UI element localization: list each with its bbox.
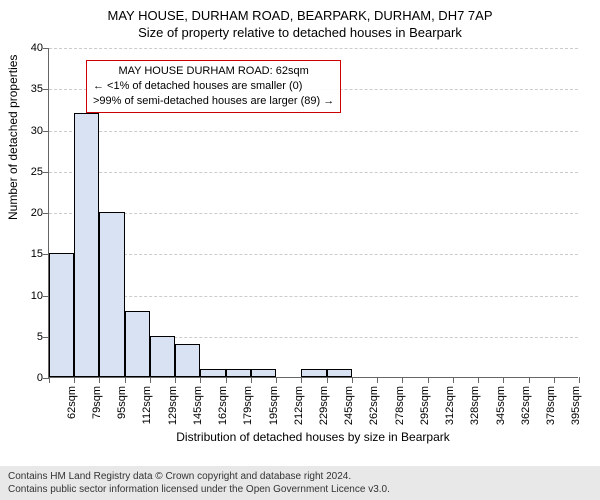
y-tick-label: 0 (19, 372, 43, 384)
x-tick-label: 328sqm (469, 386, 481, 430)
y-tick (43, 131, 49, 132)
histogram-bar (150, 336, 175, 377)
x-tick-label: 262sqm (368, 386, 380, 430)
histogram-bar (175, 344, 200, 377)
x-tick-label: 212sqm (293, 386, 305, 430)
x-tick (554, 377, 555, 383)
x-tick-label: 312sqm (444, 386, 456, 430)
x-tick-label: 179sqm (242, 386, 254, 430)
x-tick (402, 377, 403, 383)
x-tick (579, 377, 580, 383)
footer: Contains HM Land Registry data © Crown c… (0, 466, 600, 500)
chart-wrap: 051015202530354062sqm79sqm95sqm112sqm129… (48, 48, 578, 418)
x-tick-label: 362sqm (520, 386, 532, 430)
y-tick-label: 35 (19, 83, 43, 95)
x-tick (529, 377, 530, 383)
x-tick-label: 278sqm (394, 386, 406, 430)
x-tick (74, 377, 75, 383)
x-tick (301, 377, 302, 383)
x-tick-label: 378sqm (545, 386, 557, 430)
x-tick-label: 112sqm (141, 386, 153, 430)
y-tick (43, 213, 49, 214)
x-tick-label: 62sqm (66, 386, 78, 430)
x-tick (175, 377, 176, 383)
annotation-line-2: ← <1% of detached houses are smaller (0) (93, 79, 334, 94)
y-tick-label: 15 (19, 248, 43, 260)
x-tick (453, 377, 454, 383)
grid-line (49, 254, 578, 255)
x-tick (49, 377, 50, 383)
x-tick-label: 162sqm (217, 386, 229, 430)
x-tick (99, 377, 100, 383)
x-tick (251, 377, 252, 383)
x-tick (478, 377, 479, 383)
chart-container: MAY HOUSE, DURHAM ROAD, BEARPARK, DURHAM… (0, 0, 600, 500)
x-axis-label: Distribution of detached houses by size … (48, 430, 578, 444)
histogram-bar (327, 369, 352, 377)
histogram-bar (125, 311, 150, 377)
y-tick (43, 48, 49, 49)
x-tick (503, 377, 504, 383)
x-tick-label: 79sqm (91, 386, 103, 430)
x-tick-label: 345sqm (495, 386, 507, 430)
grid-line (49, 131, 578, 132)
x-tick-label: 195sqm (268, 386, 280, 430)
histogram-bar (49, 253, 74, 377)
x-tick-label: 245sqm (343, 386, 355, 430)
y-tick-label: 5 (19, 331, 43, 343)
grid-line (49, 213, 578, 214)
title-sub: Size of property relative to detached ho… (0, 23, 600, 40)
histogram-bar (200, 369, 225, 377)
annotation-line-1: MAY HOUSE DURHAM ROAD: 62sqm (93, 64, 334, 79)
footer-line-1: Contains HM Land Registry data © Crown c… (8, 470, 592, 483)
x-tick (377, 377, 378, 383)
x-tick-label: 145sqm (192, 386, 204, 430)
x-tick (428, 377, 429, 383)
x-tick (125, 377, 126, 383)
y-tick (43, 172, 49, 173)
x-tick (327, 377, 328, 383)
annotation-box: MAY HOUSE DURHAM ROAD: 62sqm ← <1% of de… (86, 60, 341, 113)
y-tick (43, 89, 49, 90)
x-tick (276, 377, 277, 383)
y-tick-label: 25 (19, 166, 43, 178)
x-tick-label: 229sqm (318, 386, 330, 430)
histogram-bar (74, 113, 99, 377)
histogram-bar (251, 369, 276, 377)
x-tick-label: 295sqm (419, 386, 431, 430)
annotation-line-3: >99% of semi-detached houses are larger … (93, 94, 334, 109)
y-axis-label: Number of detached properties (6, 55, 20, 220)
y-tick-label: 20 (19, 207, 43, 219)
title-main: MAY HOUSE, DURHAM ROAD, BEARPARK, DURHAM… (0, 0, 600, 23)
grid-line (49, 48, 578, 49)
histogram-bar (301, 369, 326, 377)
histogram-bar (99, 212, 124, 377)
x-tick (352, 377, 353, 383)
x-tick (200, 377, 201, 383)
y-tick-label: 10 (19, 290, 43, 302)
x-tick-label: 129sqm (167, 386, 179, 430)
y-tick-label: 40 (19, 42, 43, 54)
x-tick (150, 377, 151, 383)
histogram-bar (226, 369, 251, 377)
grid-line (49, 296, 578, 297)
grid-line (49, 172, 578, 173)
x-tick-label: 395sqm (570, 386, 582, 430)
y-tick-label: 30 (19, 125, 43, 137)
footer-line-2: Contains public sector information licen… (8, 483, 592, 496)
x-tick (226, 377, 227, 383)
x-tick-label: 95sqm (116, 386, 128, 430)
